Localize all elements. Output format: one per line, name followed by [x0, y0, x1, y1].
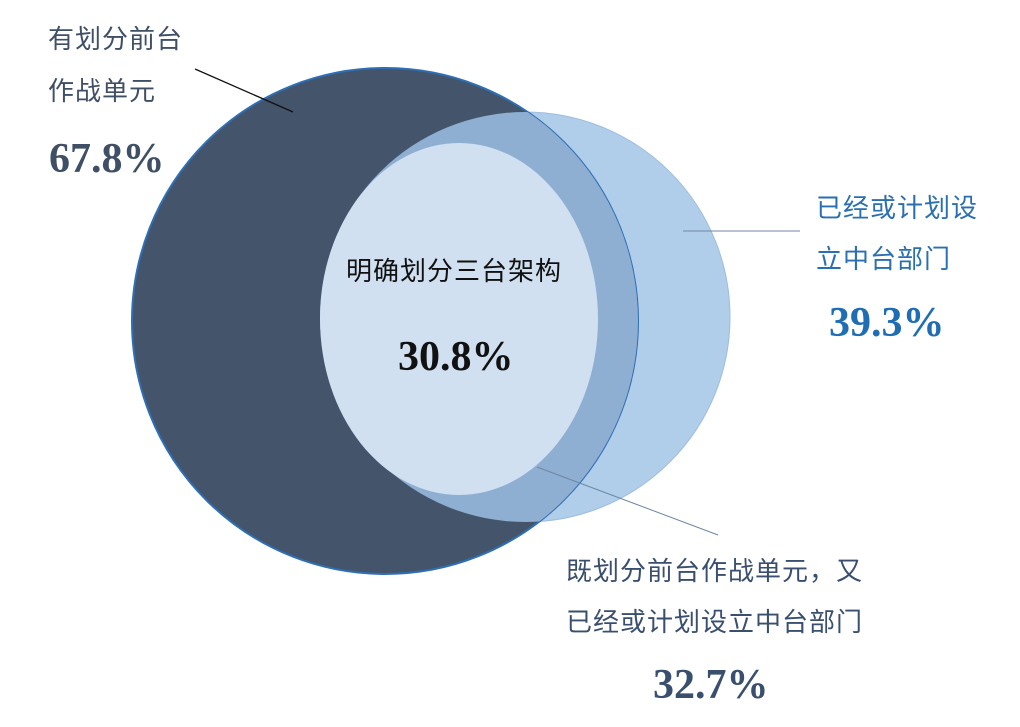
set-a-leader-line: [194, 68, 294, 113]
inner-ellipse: [320, 143, 598, 495]
overlap-percent: 32.7%: [653, 662, 769, 708]
set-a-label-line2: 作战单元: [48, 77, 157, 107]
overlap-label-line1: 既划分前台作战单元，又: [566, 557, 864, 587]
set-b-percent: 39.3%: [829, 300, 945, 346]
set-a-label-line1: 有划分前台: [48, 25, 184, 55]
overlap-leader-line: [536, 466, 719, 536]
inner-label: 明确划分三台架构: [346, 257, 563, 287]
inner-percent: 30.8%: [398, 334, 514, 380]
set-b-label-line2: 立中台部门: [816, 245, 952, 275]
overlap-label-line2: 已经或计划设立中台部门: [566, 608, 864, 638]
set-b-label-line1: 已经或计划设: [816, 194, 979, 224]
set-a-percent: 67.8%: [49, 136, 165, 182]
